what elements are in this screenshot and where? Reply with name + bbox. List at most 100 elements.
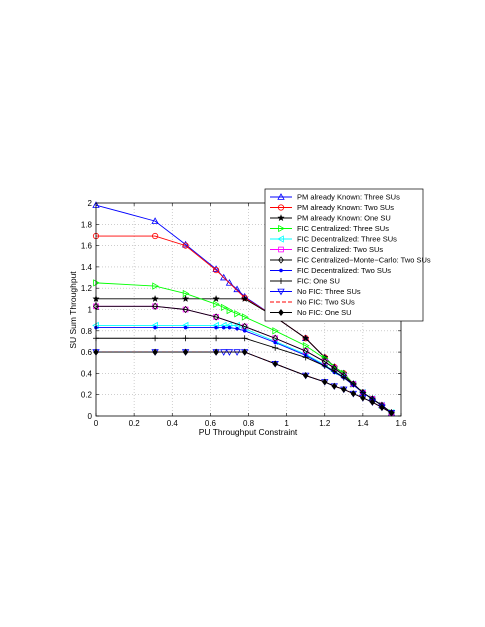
data-point (369, 398, 376, 406)
data-point (331, 382, 338, 390)
legend-item: FIC: One SU (270, 277, 340, 286)
data-point (340, 374, 347, 381)
legend-item: No FIC: One SU (270, 308, 352, 317)
data-point (182, 305, 189, 314)
data-point (153, 325, 157, 330)
data-point (272, 360, 278, 368)
data-point (301, 334, 310, 342)
data-point (221, 325, 226, 330)
legend-item: No FIC: Two SUs (270, 298, 355, 307)
data-point (225, 279, 234, 286)
data-point (273, 340, 278, 345)
data-point (277, 288, 285, 296)
data-point (321, 378, 328, 386)
data-point (277, 235, 284, 243)
legend-label: No FIC: Two SUs (297, 298, 355, 307)
legend-label: FIC Decentralized: Three SUs (297, 235, 397, 244)
data-point (234, 310, 241, 318)
legend-label: FIC Centralized: Two SUs (297, 245, 383, 254)
x-tick-label: 1.4 (357, 419, 369, 428)
legend-label: FIC Centralized−Monte−Carlo: Two SUs (297, 256, 431, 265)
data-point (151, 232, 159, 240)
legend-label: No FIC: Three SUs (297, 287, 361, 296)
data-point (302, 342, 310, 350)
x-tick-label: 1 (284, 419, 289, 428)
data-point (213, 335, 220, 342)
data-point (182, 348, 189, 356)
y-tick-label: 1.2 (81, 284, 93, 293)
data-point (277, 193, 285, 200)
data-point (152, 335, 159, 342)
y-axis-title: SU Sum Throughput (68, 271, 78, 349)
x-axis-title: PU Throughput Constraint (199, 427, 298, 437)
x-tick-label: 1.6 (395, 419, 407, 428)
data-point (182, 242, 189, 249)
data-point (279, 268, 283, 273)
series-9 (93, 335, 395, 416)
legend-label: FIC: One SU (297, 277, 340, 286)
data-point (350, 381, 357, 388)
data-point (272, 344, 279, 351)
data-point (360, 394, 366, 402)
data-point (302, 354, 309, 361)
y-tick-label: 1.8 (81, 220, 93, 229)
legend-item: FIC Centralized: Three SUs (270, 224, 389, 233)
x-tick-label: 0.8 (243, 419, 255, 428)
data-point (272, 327, 280, 335)
data-point (152, 282, 159, 290)
data-point (278, 224, 285, 233)
data-point (152, 302, 159, 310)
data-point (213, 300, 220, 308)
y-tick-label: 0 (88, 412, 93, 421)
legend-label: PM already Known: One SU (297, 214, 391, 223)
data-point (220, 273, 228, 281)
data-point (212, 266, 220, 274)
legend-item: PM already Known: One SU (270, 214, 391, 223)
data-point (379, 403, 385, 411)
data-point (182, 289, 190, 298)
x-tick-label: 0.4 (167, 419, 179, 428)
legend-item: No FIC: Three SUs (270, 287, 361, 296)
legend-label: FIC Decentralized: Two SUs (297, 266, 391, 275)
legend-label: PM already Known: Two SUs (297, 203, 394, 212)
data-point (227, 325, 232, 330)
data-point (331, 368, 338, 375)
x-tick-label: 0 (94, 419, 99, 428)
data-point (213, 313, 220, 321)
data-point (277, 204, 285, 211)
data-point (241, 348, 248, 356)
legend-item: FIC Centralized−Monte−Carlo: Two SUs (270, 256, 431, 265)
data-point (278, 309, 284, 316)
data-point (213, 348, 219, 356)
axis-ticks: 0 0.2 0.4 0.6 0.8 1 1.2 1.4 1.6 0 0.2 0.4 0.6 0.8 1 1.2… (81, 199, 407, 428)
data-point (321, 362, 328, 369)
data-point (214, 325, 218, 330)
data-point (278, 278, 284, 284)
legend-item: PM already Known: Three SUs (270, 193, 400, 202)
x-tick-label: 0.2 (129, 419, 141, 428)
y-tick-label: 0.8 (81, 327, 93, 336)
data-point (350, 390, 357, 398)
y-tick-label: 2 (88, 199, 93, 208)
legend-box (264, 188, 424, 322)
data-point (240, 294, 249, 302)
data-point (341, 385, 347, 393)
legend-item: FIC Decentralized: Two SUs (270, 266, 391, 275)
data-point (241, 335, 248, 342)
data-point (278, 246, 284, 253)
data-point (220, 303, 228, 312)
y-tick-label: 1.4 (81, 263, 93, 272)
x-tick-label: 1.2 (319, 419, 331, 428)
legend-label: No FIC: One SU (297, 308, 352, 317)
data-point (181, 240, 190, 248)
y-tick-label: 0.6 (81, 348, 93, 357)
data-point (181, 294, 190, 302)
data-point (242, 328, 247, 333)
data-point (152, 348, 158, 356)
x-tick-label: 0.6 (205, 419, 217, 428)
data-point (241, 313, 249, 321)
data-point (321, 354, 329, 363)
y-tick-label: 0.4 (81, 369, 93, 378)
data-point (226, 306, 234, 315)
